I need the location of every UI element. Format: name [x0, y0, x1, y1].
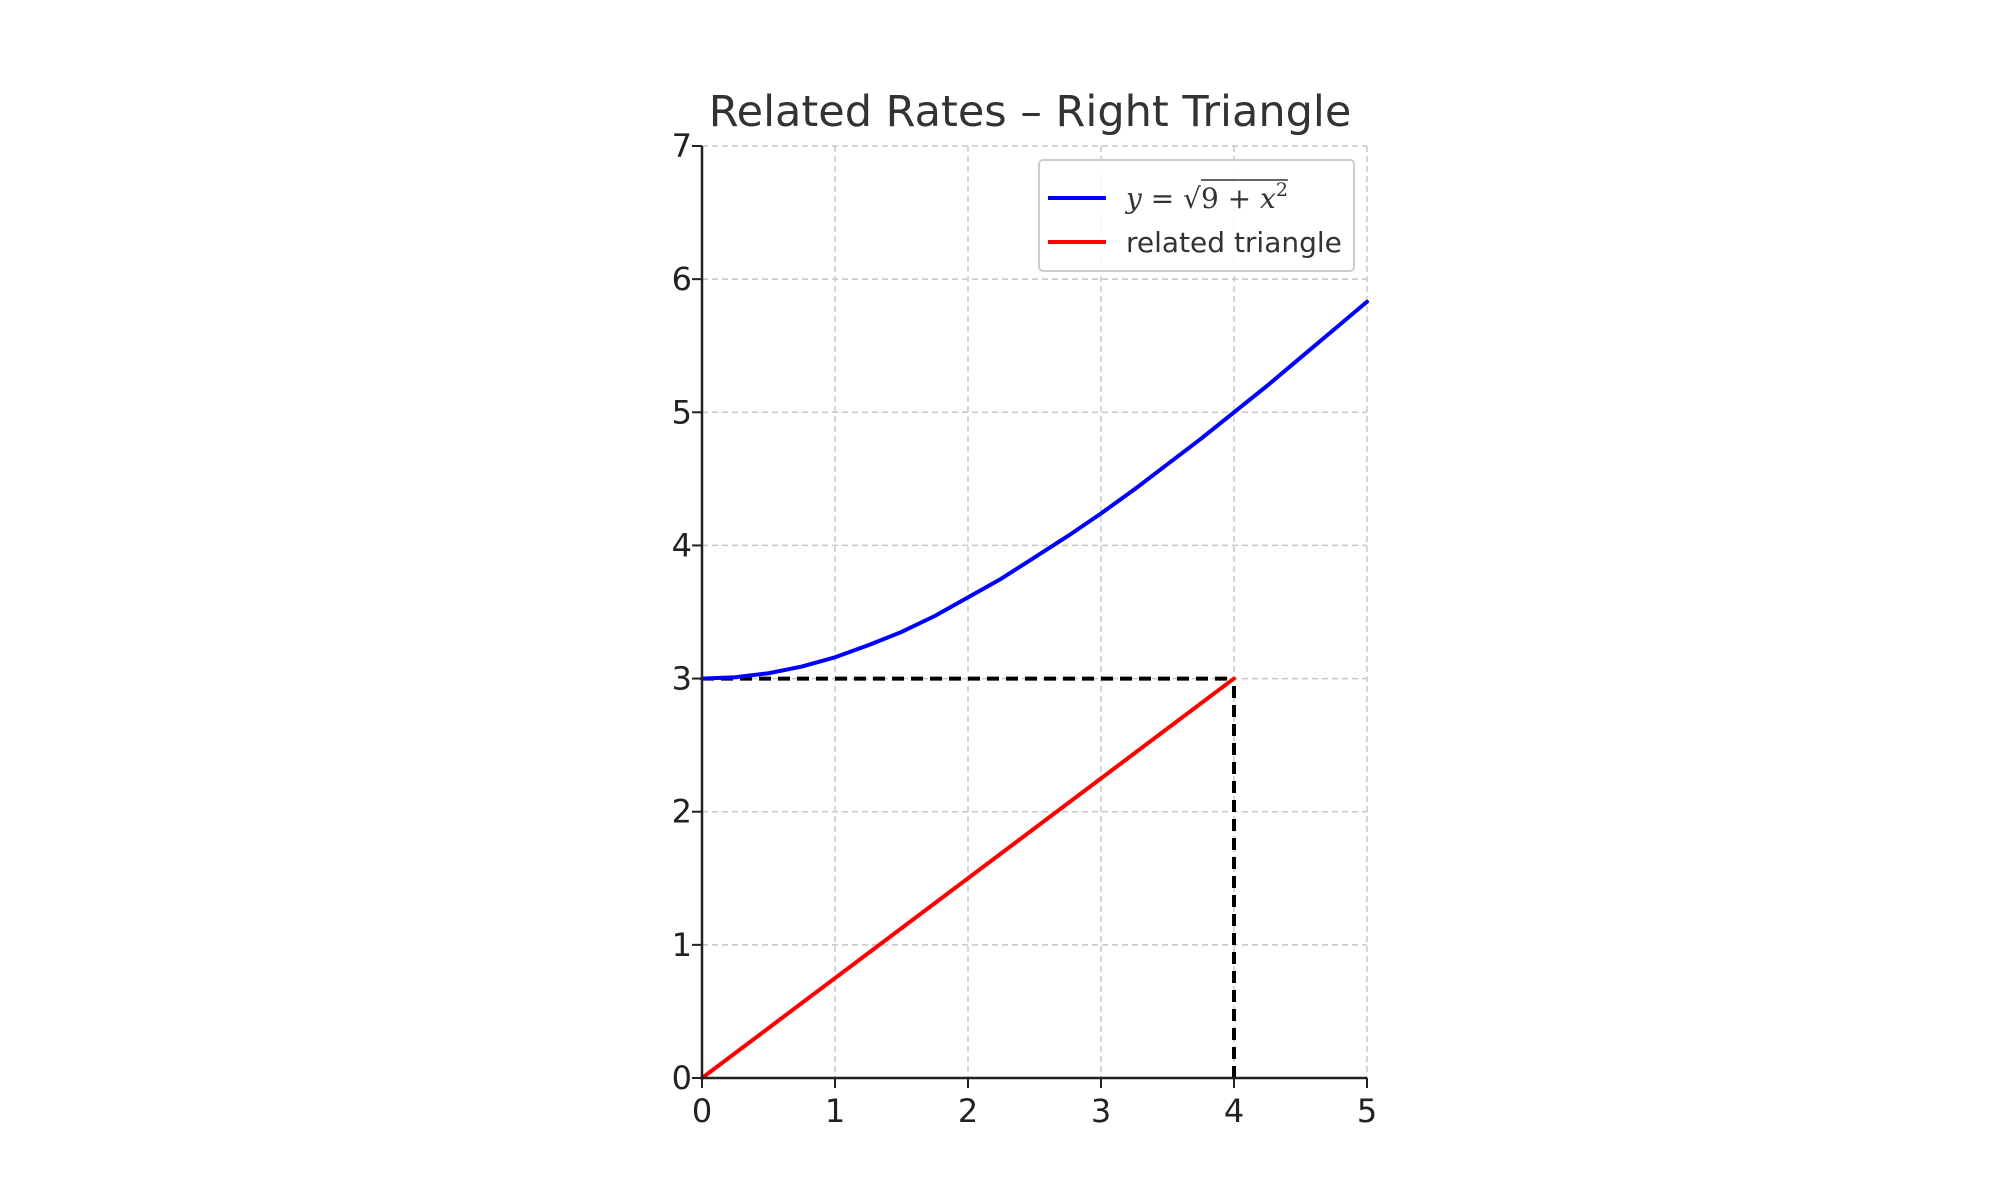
grid: [701, 145, 1368, 1079]
x-tick-label: 2: [958, 1092, 978, 1130]
y-tick-label: 4: [672, 526, 692, 564]
y-tick-label: 5: [672, 393, 692, 431]
x-tick-label: 1: [825, 1092, 845, 1130]
y-tick-label: 2: [672, 793, 692, 831]
y-tick-label: 6: [672, 260, 692, 298]
series-line-curve: [700, 299, 1369, 681]
series-group: [700, 299, 1369, 1080]
x-tick-label: 0: [692, 1092, 712, 1130]
x-tick-label: 3: [1091, 1092, 1111, 1130]
legend-box: [1038, 159, 1355, 272]
reference-lines: [702, 676, 1236, 1078]
y-tick-label: 1: [672, 926, 692, 964]
x-tick-label: 4: [1224, 1092, 1244, 1130]
legend-label-curve: y = √9 + x2: [1124, 179, 1288, 215]
y-tick-label: 7: [672, 127, 692, 165]
chart-title: Related Rates – Right Triangle: [709, 87, 1352, 137]
y-tick-label: 3: [672, 660, 692, 698]
series-line-triangle: [700, 676, 1236, 1080]
legend-label-triangle: related triangle: [1126, 226, 1342, 259]
axes: [692, 145, 1368, 1088]
x-tick-label: 5: [1357, 1092, 1377, 1130]
tick-labels: 0 1 2 3 4 5 0 1 2 3 4 5 6 7: [672, 127, 1378, 1130]
legend: y = √9 + x2 related triangle: [1038, 159, 1355, 272]
y-tick-label: 0: [672, 1059, 692, 1097]
